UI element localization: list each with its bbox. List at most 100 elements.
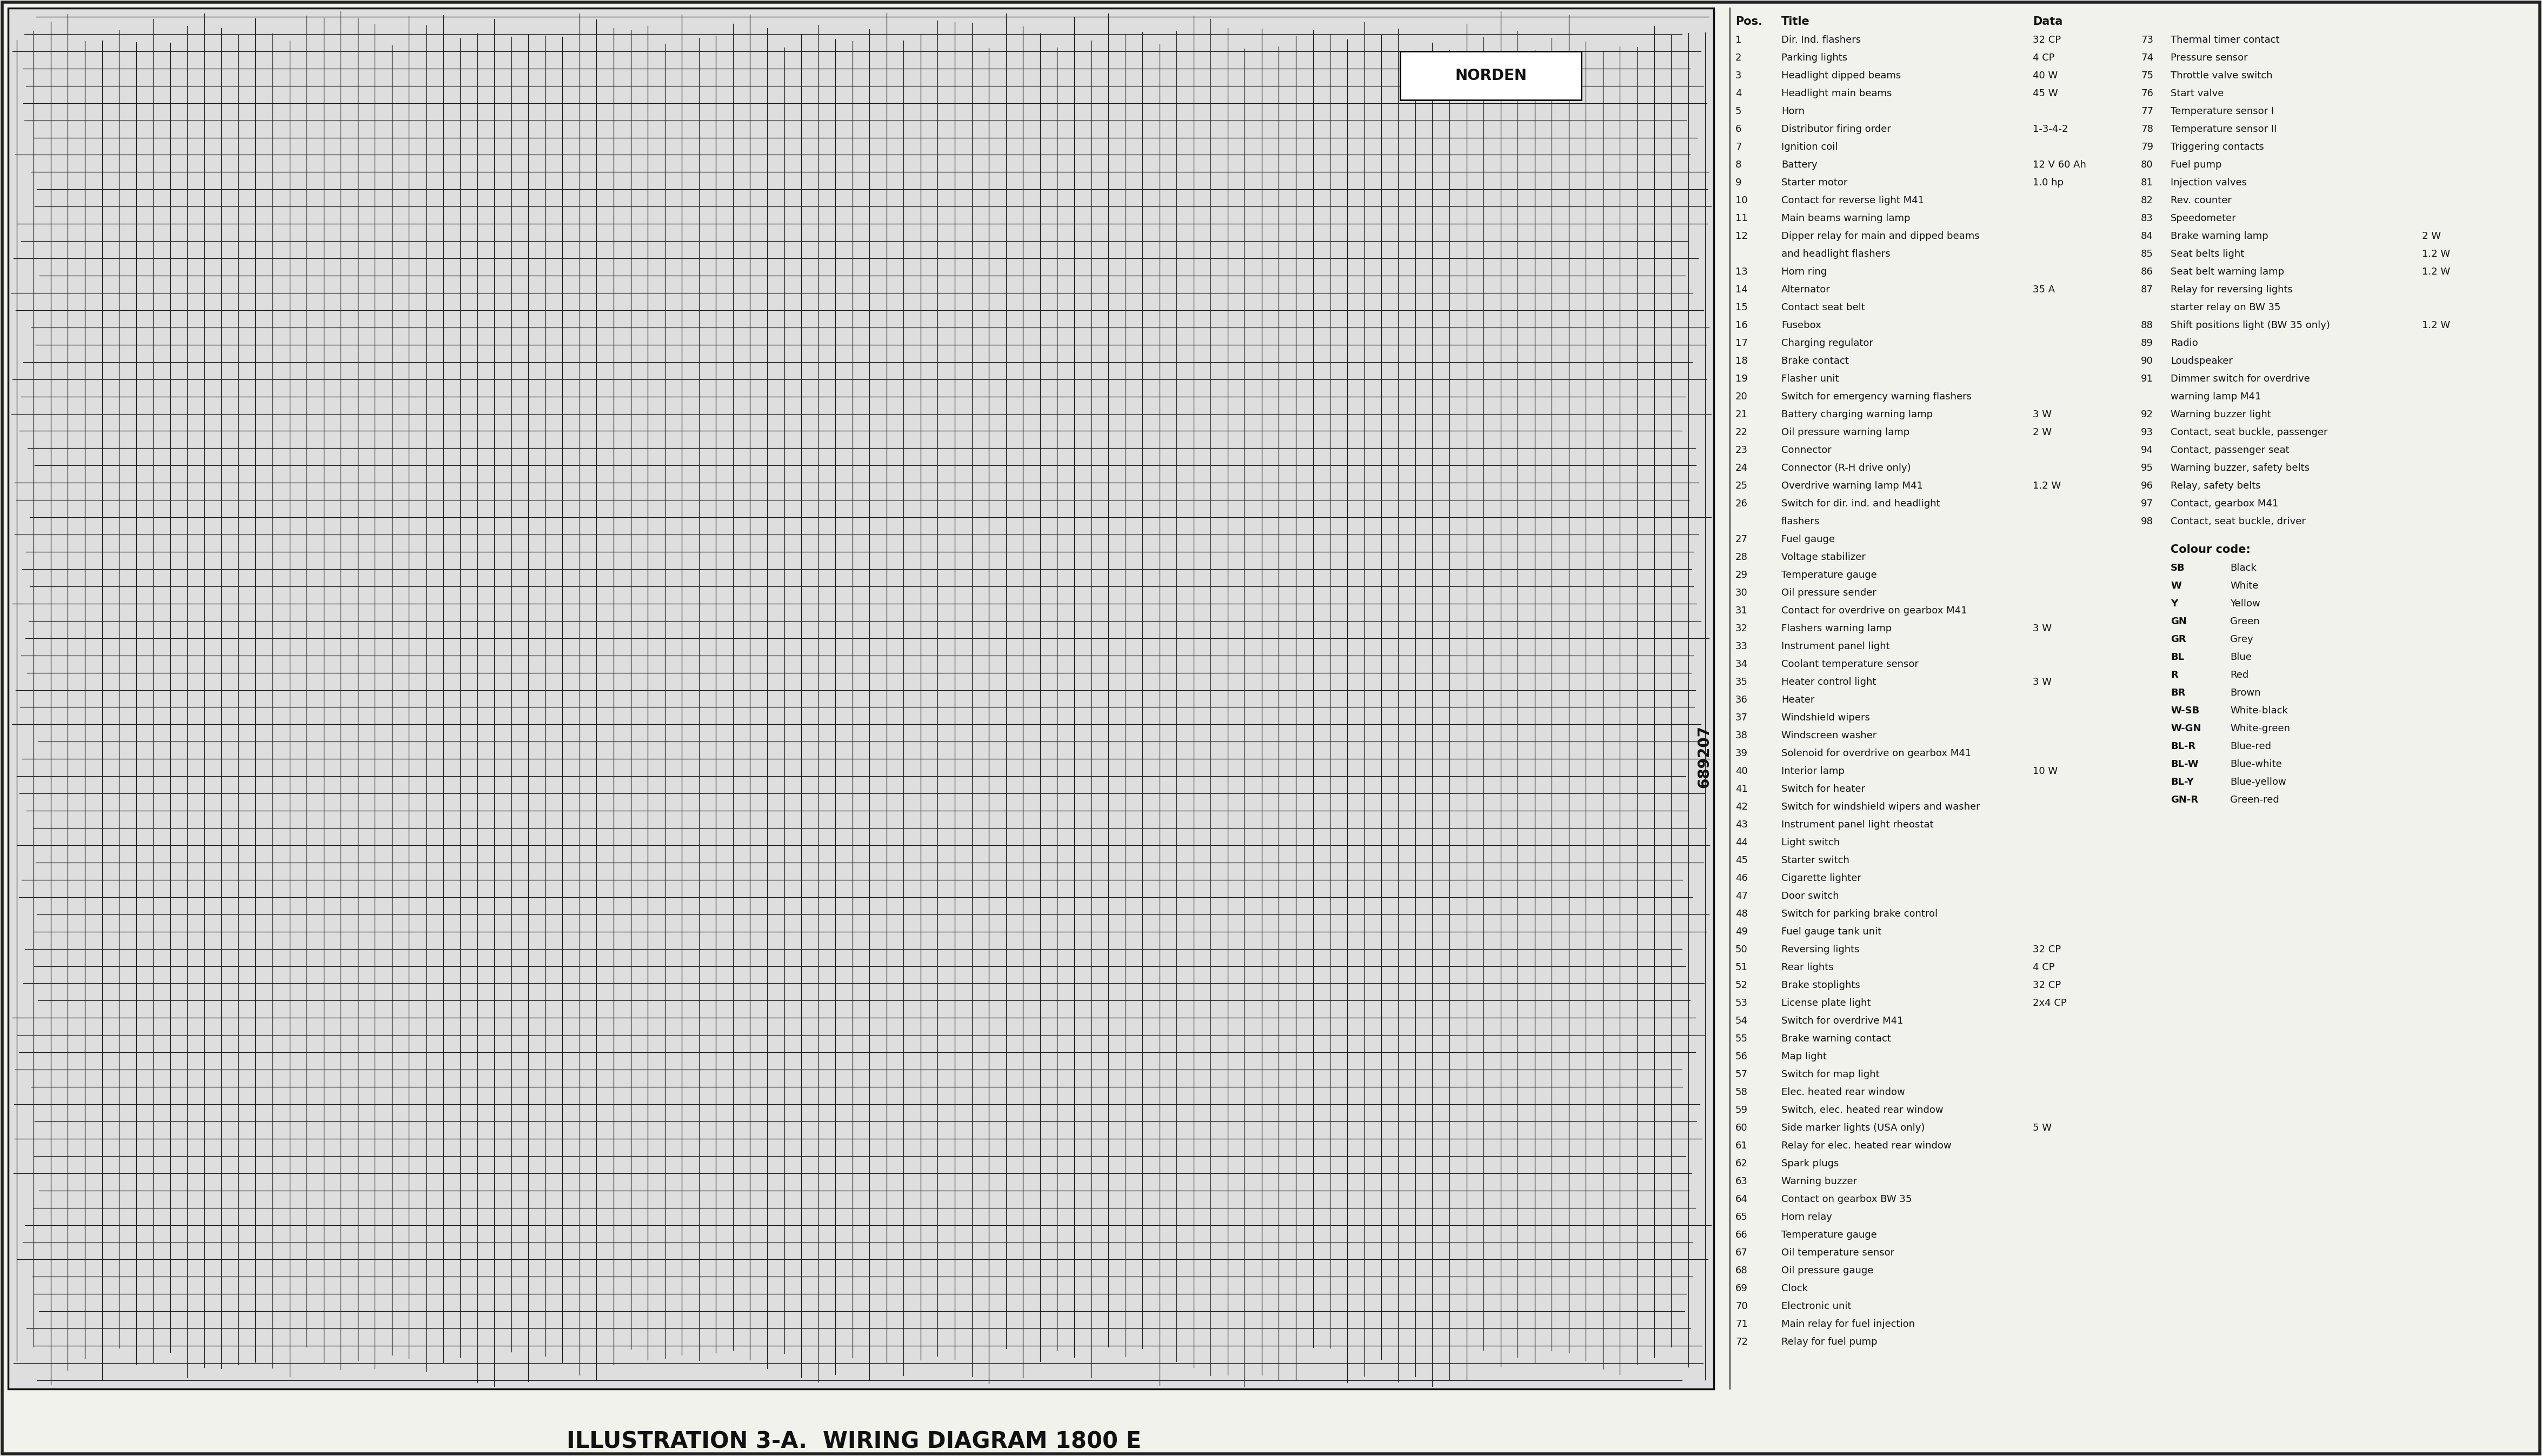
Text: Brake warning contact: Brake warning contact	[1782, 1034, 1891, 1044]
Text: Windshield wipers: Windshield wipers	[1782, 713, 1871, 722]
Text: 7: 7	[1736, 143, 1741, 151]
Text: 40 W: 40 W	[2034, 71, 2056, 80]
Text: Fusebox: Fusebox	[1782, 320, 1820, 331]
Text: Dir. Ind. flashers: Dir. Ind. flashers	[1782, 35, 1861, 45]
Text: Loudspeaker: Loudspeaker	[2171, 357, 2232, 365]
Text: 54: 54	[1736, 1016, 1749, 1026]
Text: Brake contact: Brake contact	[1782, 357, 1848, 365]
Text: Contact, passenger seat: Contact, passenger seat	[2171, 446, 2290, 456]
Text: 78: 78	[2140, 124, 2153, 134]
Text: Elec. heated rear window: Elec. heated rear window	[1782, 1088, 1904, 1098]
Text: 2: 2	[1736, 52, 1741, 63]
Text: 42: 42	[1736, 802, 1749, 812]
Text: 49: 49	[1736, 927, 1749, 936]
Text: Radio: Radio	[2171, 338, 2199, 348]
Text: Oil pressure sender: Oil pressure sender	[1782, 588, 1876, 598]
Text: 56: 56	[1736, 1051, 1749, 1061]
Text: Oil pressure warning lamp: Oil pressure warning lamp	[1782, 428, 1909, 437]
Text: Colour code:: Colour code:	[2171, 545, 2250, 555]
Bar	[1401, 51, 1581, 100]
Text: Pressure sensor: Pressure sensor	[2171, 52, 2247, 63]
Text: 6: 6	[1736, 124, 1741, 134]
Text: Temperature gauge: Temperature gauge	[1782, 1230, 1876, 1241]
Text: Y: Y	[2171, 598, 2178, 609]
Text: Windscreen washer: Windscreen washer	[1782, 731, 1876, 741]
Text: Brown: Brown	[2229, 689, 2260, 697]
Text: Red: Red	[2229, 670, 2250, 680]
Text: 73: 73	[2140, 35, 2153, 45]
Text: 21: 21	[1736, 409, 1749, 419]
Text: 79: 79	[2140, 143, 2153, 151]
Text: R: R	[2171, 670, 2178, 680]
Text: Charging regulator: Charging regulator	[1782, 338, 1873, 348]
Text: Warning buzzer: Warning buzzer	[1782, 1176, 1858, 1187]
Text: Rear lights: Rear lights	[1782, 962, 1833, 973]
Text: Warning buzzer light: Warning buzzer light	[2171, 409, 2270, 419]
Text: 3 W: 3 W	[2034, 409, 2051, 419]
Text: 48: 48	[1736, 909, 1749, 919]
Text: Horn relay: Horn relay	[1782, 1213, 1833, 1222]
Text: 61: 61	[1736, 1142, 1749, 1150]
Text: Relay, safety belts: Relay, safety belts	[2171, 480, 2260, 491]
Text: Door switch: Door switch	[1782, 891, 1838, 901]
Text: 40: 40	[1736, 766, 1749, 776]
Text: 25: 25	[1736, 480, 1749, 491]
Text: 32 CP: 32 CP	[2034, 945, 2062, 955]
Text: 39: 39	[1736, 748, 1749, 759]
Text: Map light: Map light	[1782, 1051, 1828, 1061]
Text: 71: 71	[1736, 1319, 1749, 1329]
Text: 9: 9	[1736, 178, 1741, 188]
Text: and headlight flashers: and headlight flashers	[1782, 249, 1891, 259]
Text: Horn: Horn	[1782, 106, 1805, 116]
Text: 94: 94	[2140, 446, 2153, 456]
Text: 98: 98	[2140, 517, 2153, 527]
Text: Switch for map light: Switch for map light	[1782, 1070, 1879, 1079]
Text: Contact for overdrive on gearbox M41: Contact for overdrive on gearbox M41	[1782, 606, 1968, 616]
Text: Electronic unit: Electronic unit	[1782, 1302, 1851, 1312]
Text: Headlight dipped beams: Headlight dipped beams	[1782, 71, 1901, 80]
Text: 12: 12	[1736, 232, 1749, 242]
Text: 689207: 689207	[1696, 725, 1711, 788]
Text: Starter switch: Starter switch	[1782, 856, 1851, 865]
Text: ILLUSTRATION 3-A.  WIRING DIAGRAM 1800 E: ILLUSTRATION 3-A. WIRING DIAGRAM 1800 E	[567, 1431, 1141, 1453]
Text: 91: 91	[2140, 374, 2153, 384]
Text: W-GN: W-GN	[2171, 724, 2201, 734]
Text: 1: 1	[1736, 35, 1741, 45]
Text: Warning buzzer, safety belts: Warning buzzer, safety belts	[2171, 463, 2311, 473]
Text: Start valve: Start valve	[2171, 89, 2224, 99]
Text: 27: 27	[1736, 534, 1749, 545]
Text: Contact seat belt: Contact seat belt	[1782, 303, 1866, 313]
Text: 89: 89	[2140, 338, 2153, 348]
Text: White-black: White-black	[2229, 706, 2288, 715]
Text: 8: 8	[1736, 160, 1741, 170]
Text: Fuel gauge: Fuel gauge	[1782, 534, 1835, 545]
Text: 83: 83	[2140, 214, 2153, 223]
Text: 93: 93	[2140, 428, 2153, 437]
Text: Overdrive warning lamp M41: Overdrive warning lamp M41	[1782, 480, 1922, 491]
Text: Distributor firing order: Distributor firing order	[1782, 124, 1891, 134]
Text: 88: 88	[2140, 320, 2153, 331]
Text: License plate light: License plate light	[1782, 999, 1871, 1008]
Text: Switch for parking brake control: Switch for parking brake control	[1782, 909, 1937, 919]
Text: 43: 43	[1736, 820, 1749, 830]
Text: 1.2 W: 1.2 W	[2423, 249, 2450, 259]
Text: 45 W: 45 W	[2034, 89, 2059, 99]
Text: 36: 36	[1736, 695, 1749, 705]
Text: 47: 47	[1736, 891, 1749, 901]
Text: 5: 5	[1736, 106, 1741, 116]
Text: 57: 57	[1736, 1070, 1749, 1079]
Text: BL-R: BL-R	[2171, 741, 2196, 751]
Text: 80: 80	[2140, 160, 2153, 170]
Text: Dimmer switch for overdrive: Dimmer switch for overdrive	[2171, 374, 2311, 384]
Text: 32 CP: 32 CP	[2034, 980, 2062, 990]
Text: 50: 50	[1736, 945, 1749, 955]
Text: Clock: Clock	[1782, 1284, 1807, 1293]
Text: 63: 63	[1736, 1176, 1749, 1187]
Text: 97: 97	[2140, 499, 2153, 508]
Text: 32: 32	[1736, 623, 1749, 633]
Text: Brake stoplights: Brake stoplights	[1782, 980, 1861, 990]
Text: Switch for dir. ind. and headlight: Switch for dir. ind. and headlight	[1782, 499, 1940, 508]
Text: 96: 96	[2140, 480, 2153, 491]
Text: Light switch: Light switch	[1782, 837, 1840, 847]
Text: Heater: Heater	[1782, 695, 1815, 705]
